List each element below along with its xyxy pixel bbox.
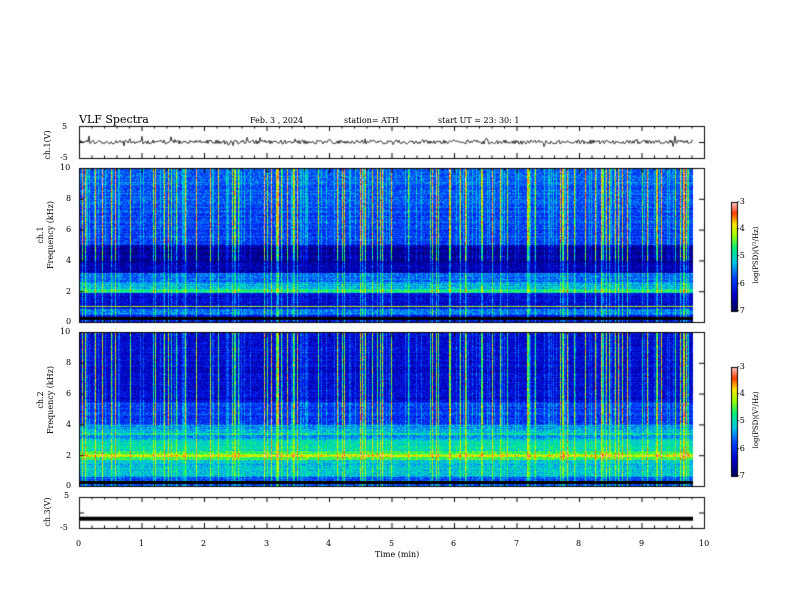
ch1-freq-ytick-8: 8 (66, 194, 72, 203)
station-label: station= ATH (344, 116, 399, 125)
svg-text:log(PSD)(V²/Hz): log(PSD)(V²/Hz) (752, 226, 760, 283)
cbar1-tick-m4: -4 (737, 224, 745, 233)
cbar2-tick-m7: -7 (737, 471, 745, 480)
cbar2-tick-m5: -5 (737, 416, 745, 425)
xtick-5: 5 (389, 539, 395, 548)
ch1-freq-ytick-0: 0 (66, 317, 72, 326)
xtick-3: 3 (264, 539, 270, 548)
chart-title: VLF Spectra (79, 113, 149, 126)
cbar2-tick-m3: -3 (737, 362, 745, 371)
ch2-freq-ytick-2: 2 (66, 451, 72, 460)
xtick-9: 9 (639, 539, 645, 548)
svg-text:Frequency (kHz): Frequency (kHz) (46, 201, 55, 269)
cbar1-tick-m5: -5 (737, 251, 745, 260)
xtick-1: 1 (139, 539, 145, 548)
cbar2-tick-m6: -6 (737, 444, 745, 453)
ch1-freq-ytick-10: 10 (60, 163, 71, 172)
ch2-freq-ytick-6: 6 (66, 389, 72, 398)
svg-text:ch.3(V): ch.3(V) (43, 497, 52, 526)
cbar2-tick-m4: -4 (737, 389, 745, 398)
ch2-freq-ytick-0: 0 (66, 481, 72, 490)
ch1-freq-ylabel: ch.1 Frequency (kHz) (36, 201, 55, 269)
ch2-freq-ytick-8: 8 (66, 358, 72, 367)
ch1-freq-ytick-4: 4 (66, 256, 72, 265)
ch1-freq-ytick-6: 6 (66, 225, 72, 234)
start-time-label: start UT = 23: 30: 1 (438, 116, 520, 125)
cbar1-label: log(PSD)(V²/Hz) (752, 226, 760, 283)
date-label: Feb. 3 , 2024 (250, 116, 304, 125)
svg-text:ch.1(V): ch.1(V) (43, 130, 52, 159)
xtick-6: 6 (451, 539, 457, 548)
xtick-7: 7 (514, 539, 520, 548)
cbar2-label: log(PSD)(V²/Hz) (752, 391, 760, 448)
ch1-freq-ytick-2: 2 (66, 287, 72, 296)
ch3-ytick-top: 5 (64, 491, 70, 500)
ch1-ytick-top: 5 (62, 122, 68, 131)
ch2-freq-ylabel: ch.2 Frequency (kHz) (36, 366, 55, 434)
ch3-ytick-bottom: -5 (60, 523, 68, 532)
xtick-8: 8 (576, 539, 582, 548)
cbar1-tick-m6: -6 (737, 279, 745, 288)
svg-text:ch.2: ch.2 (36, 391, 45, 408)
svg-text:log(PSD)(V²/Hz): log(PSD)(V²/Hz) (752, 391, 760, 448)
xtick-0: 0 (76, 539, 82, 548)
ch1-ylabel: ch.1(V) (43, 130, 52, 159)
svg-text:Frequency (kHz): Frequency (kHz) (46, 366, 55, 434)
xtick-2: 2 (201, 539, 207, 548)
ch1-ytick-bottom: -5 (60, 153, 68, 162)
ch2-freq-ytick-4: 4 (66, 420, 72, 429)
svg-text:ch.1: ch.1 (36, 226, 45, 243)
x-axis-label: Time (min) (375, 550, 420, 559)
ch2-freq-ytick-10: 10 (60, 327, 71, 336)
xtick-10: 10 (699, 539, 710, 548)
cbar1-tick-m3: -3 (737, 197, 745, 206)
xtick-4: 4 (326, 539, 332, 548)
cbar1-tick-m7: -7 (737, 306, 745, 315)
ch3-ylabel: ch.3(V) (43, 497, 52, 526)
